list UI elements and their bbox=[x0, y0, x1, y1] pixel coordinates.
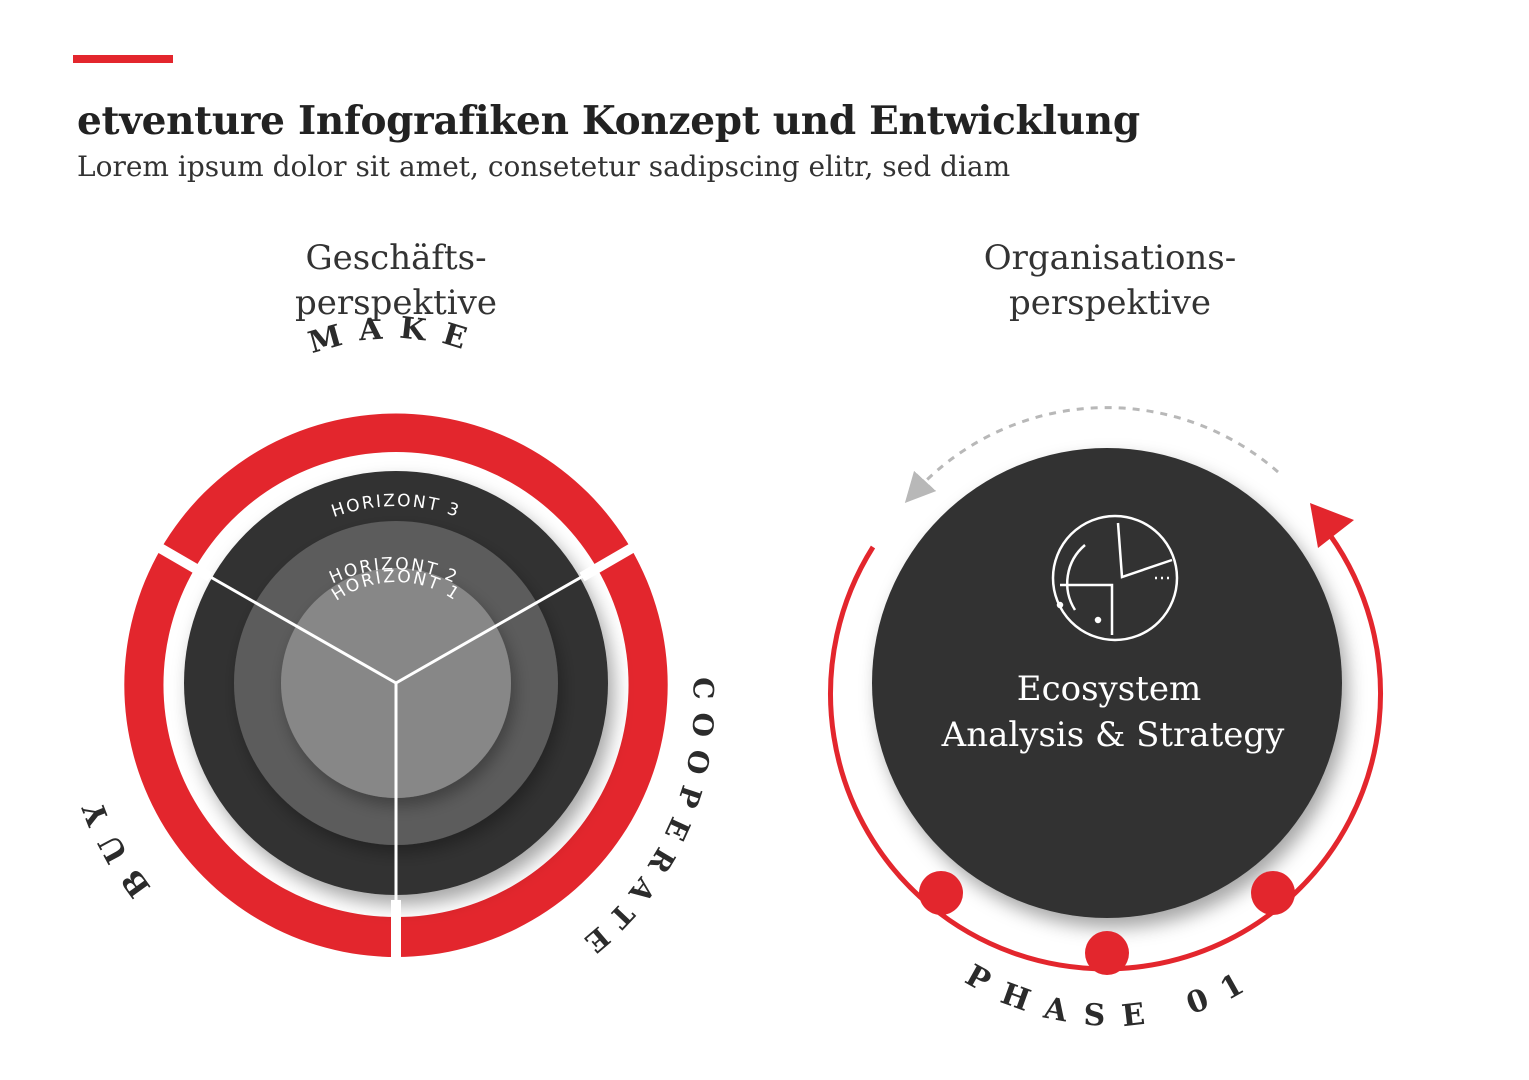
phase-cycle-diagram: Ecosystem Analysis & Strategy PHASE 01 bbox=[828, 406, 1383, 1034]
phase-title-line2: Analysis & Strategy bbox=[941, 715, 1285, 755]
make-label: MAKE bbox=[305, 311, 486, 362]
make-segment bbox=[160, 413, 632, 569]
organisation-heading-line1: Organisations- bbox=[983, 238, 1237, 278]
cooperate-segment bbox=[396, 548, 668, 957]
phase-title-line1: Ecosystem bbox=[1017, 669, 1201, 709]
phase-circle bbox=[872, 448, 1342, 918]
milestone-dot-1 bbox=[919, 871, 963, 915]
milestone-dot-2 bbox=[1085, 931, 1129, 975]
return-arrow bbox=[904, 406, 1279, 504]
milestone-dot-3 bbox=[1251, 871, 1295, 915]
page-subtitle: Lorem ipsum dolor sit amet, consetetur s… bbox=[77, 150, 1011, 183]
chart-analysis-icon bbox=[1051, 514, 1179, 642]
organisation-perspective-heading: Organisations- perspektive bbox=[950, 236, 1270, 326]
page-title: etventure Infografiken Konzept und Entwi… bbox=[77, 98, 1140, 144]
business-heading-line2: perspektive bbox=[295, 283, 497, 323]
progress-arrow-head bbox=[1310, 503, 1354, 548]
business-perspective-heading: Geschäfts- perspektive bbox=[246, 236, 546, 326]
buy-label: BUY bbox=[71, 784, 158, 903]
buy-segment bbox=[124, 548, 396, 957]
business-heading-line1: Geschäfts- bbox=[305, 238, 487, 278]
organisation-heading-line2: perspektive bbox=[1009, 283, 1211, 323]
accent-bar bbox=[73, 55, 173, 63]
segmented-ring-diagram: HORIZONT 3 HORIZONT 2 HORIZONT 1 MAKE CO… bbox=[71, 311, 708, 967]
